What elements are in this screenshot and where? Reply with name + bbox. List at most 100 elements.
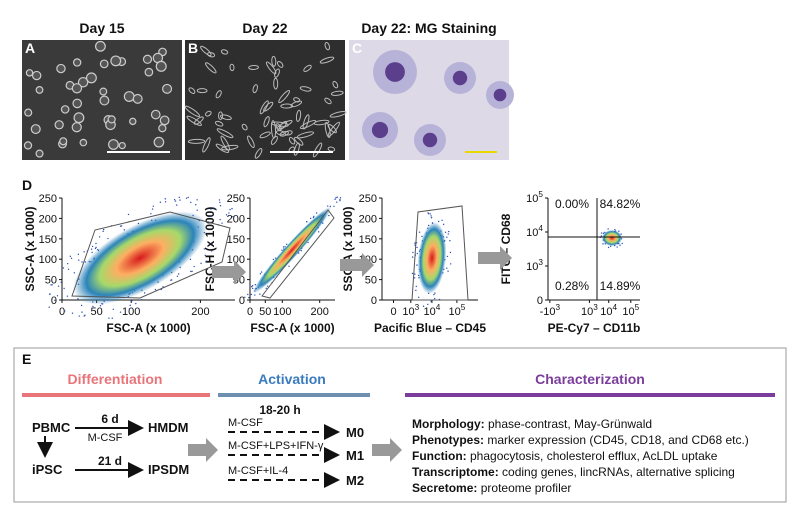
event-dot bbox=[446, 255, 449, 258]
cell bbox=[263, 116, 270, 128]
event-dot bbox=[422, 305, 425, 307]
event-dot bbox=[60, 281, 62, 284]
event-dot bbox=[90, 248, 93, 250]
event-dot bbox=[430, 217, 433, 219]
nucleus bbox=[385, 62, 405, 82]
event-dot bbox=[607, 228, 609, 230]
tick-label: 104 bbox=[526, 224, 543, 239]
event-dot bbox=[317, 231, 320, 233]
tick-label: 250 bbox=[227, 193, 245, 205]
event-dot bbox=[196, 209, 198, 211]
event-dot bbox=[81, 311, 83, 313]
cell bbox=[71, 83, 83, 94]
event-dot bbox=[120, 225, 123, 227]
cell bbox=[72, 98, 83, 109]
tick-label: 104 bbox=[423, 303, 440, 318]
event-dot bbox=[64, 310, 66, 312]
event-dot bbox=[619, 244, 621, 246]
cell bbox=[221, 144, 239, 151]
cell bbox=[54, 120, 64, 130]
tick-label: 200 bbox=[227, 213, 245, 225]
cell bbox=[94, 40, 106, 52]
tick-exponent: 3 bbox=[555, 303, 560, 312]
event-dot bbox=[127, 213, 130, 216]
cell bbox=[214, 120, 224, 127]
panel-title: Day 15 bbox=[79, 20, 124, 36]
cell bbox=[299, 119, 317, 130]
quadrant-percent: 84.82% bbox=[600, 197, 641, 211]
duration: 21 d bbox=[98, 454, 122, 468]
characterization-item: Phenotypes: marker expression (CD45, CD1… bbox=[412, 433, 749, 447]
event-dot bbox=[98, 236, 101, 238]
event-dot bbox=[219, 205, 222, 207]
tick-label: 200 bbox=[39, 213, 57, 225]
tick-base: 10 bbox=[448, 306, 460, 318]
cell bbox=[196, 88, 208, 94]
panel-letter: A bbox=[25, 40, 35, 56]
event-dot bbox=[327, 205, 329, 207]
tick-exponent: 4 bbox=[436, 303, 441, 312]
panel-letter: D bbox=[22, 177, 32, 193]
event-dot bbox=[154, 288, 157, 291]
event-dot bbox=[447, 233, 449, 235]
cell bbox=[162, 83, 173, 94]
event-dot bbox=[254, 284, 257, 286]
event-dot bbox=[91, 245, 94, 248]
event-dot bbox=[441, 219, 443, 221]
event-dot bbox=[248, 296, 250, 299]
event-dot bbox=[135, 302, 137, 305]
event-dot bbox=[77, 253, 80, 256]
nucleus bbox=[493, 88, 507, 102]
cell bbox=[30, 124, 41, 135]
event-dot bbox=[138, 307, 140, 310]
cell bbox=[144, 67, 154, 77]
event-dot bbox=[446, 267, 448, 269]
event-dot bbox=[254, 294, 256, 296]
item-label: Morphology: bbox=[412, 417, 485, 431]
event-dot bbox=[416, 246, 418, 249]
cell bbox=[202, 137, 211, 153]
cell bbox=[99, 87, 108, 96]
cell bbox=[207, 52, 216, 58]
event-dot bbox=[328, 214, 330, 217]
event-dot bbox=[412, 251, 414, 254]
tick-label: 0 bbox=[51, 295, 57, 307]
x-axis-label: Pacific Blue – CD45 bbox=[374, 321, 486, 335]
item-label: Phenotypes: bbox=[412, 433, 484, 447]
event-dot bbox=[602, 243, 604, 245]
event-dot bbox=[83, 251, 85, 253]
event-dot bbox=[95, 242, 97, 245]
event-dot bbox=[179, 199, 181, 201]
cell bbox=[259, 100, 269, 115]
event-dot bbox=[210, 208, 212, 210]
tick-label: 250 bbox=[359, 193, 377, 205]
section-title: Activation bbox=[258, 371, 326, 387]
event-dot bbox=[152, 205, 154, 207]
tick-exponent: 3 bbox=[415, 303, 420, 312]
macrophage-type: M1 bbox=[346, 448, 364, 463]
event-dot bbox=[339, 198, 341, 201]
event-dot bbox=[177, 273, 180, 275]
event-dot bbox=[130, 300, 133, 302]
treatment: M-CSF+IL-4 bbox=[228, 465, 288, 477]
event-dot bbox=[176, 275, 179, 277]
cell bbox=[219, 114, 232, 121]
event-dot bbox=[415, 285, 417, 288]
duration: 6 d bbox=[101, 412, 118, 426]
characterization-item: Secretome: proteome profiler bbox=[412, 481, 571, 495]
cell bbox=[24, 108, 33, 117]
cell bbox=[284, 130, 293, 136]
event-dot bbox=[174, 200, 177, 202]
event-dot bbox=[193, 265, 195, 268]
tick-label: 50 bbox=[365, 275, 377, 287]
event-dot bbox=[218, 199, 221, 201]
cell bbox=[248, 64, 259, 70]
event-dot bbox=[102, 230, 104, 233]
event-dot bbox=[119, 311, 122, 313]
event-dot bbox=[335, 197, 337, 199]
tick-label: 100 bbox=[39, 254, 57, 266]
tick-exponent: 5 bbox=[461, 303, 466, 312]
event-dot bbox=[151, 208, 154, 210]
